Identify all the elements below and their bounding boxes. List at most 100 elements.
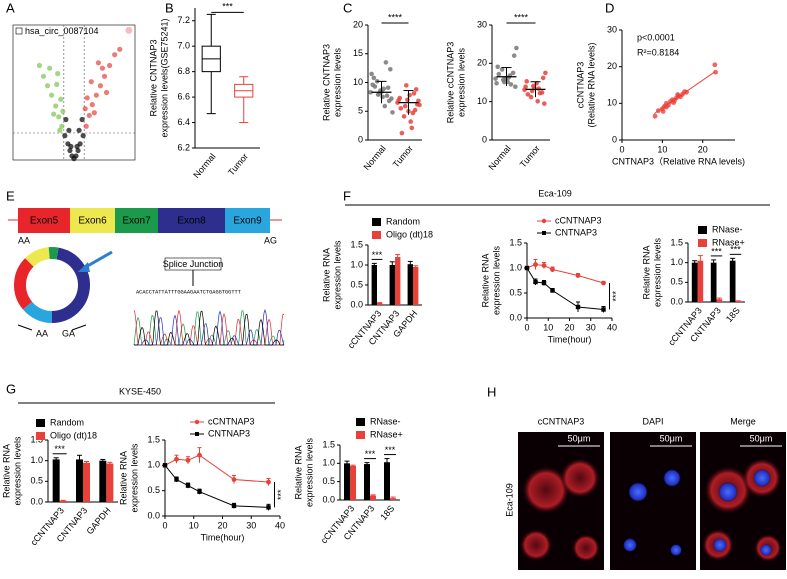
nucleus <box>623 538 637 552</box>
panel-label: F <box>343 188 351 203</box>
legend-label: RNase- <box>712 224 743 234</box>
point <box>713 69 719 75</box>
scale-label: 50μm <box>660 433 683 443</box>
end-label: AA <box>18 235 30 245</box>
panel-label: E <box>6 188 15 203</box>
series-line <box>164 454 269 483</box>
point <box>499 67 505 72</box>
bar <box>59 500 67 502</box>
legend-label: cCNTNAP3 <box>208 416 255 426</box>
point <box>62 133 68 139</box>
point <box>54 81 60 87</box>
x-tick-label: 40 <box>275 520 285 530</box>
point <box>125 26 133 34</box>
y-axis-label: cCNTNAP3 <box>575 62 585 109</box>
x-tick-label: 10 <box>657 144 667 154</box>
point <box>712 62 718 68</box>
point <box>49 92 55 98</box>
y-axis-label: expression levels <box>304 437 314 507</box>
point <box>575 304 581 310</box>
point <box>106 62 113 69</box>
y-tick-label: 15 <box>353 48 363 58</box>
legend-swatch <box>372 231 381 239</box>
bar <box>697 260 704 302</box>
x-tick-label: 0 <box>619 144 624 154</box>
bar <box>344 463 350 500</box>
y-axis-label: Relative RNA <box>321 248 331 302</box>
point <box>231 477 237 482</box>
point <box>59 123 65 129</box>
point <box>535 98 540 104</box>
point <box>550 288 555 293</box>
legend-label: RNase+ <box>370 429 403 439</box>
point <box>399 130 405 136</box>
point <box>523 84 528 90</box>
x-tick-label: 20 <box>564 322 574 332</box>
point <box>524 265 530 271</box>
significance: *** <box>385 445 396 455</box>
end-label: AG <box>264 235 277 245</box>
y-axis-label: Relative cCNTNAP3 <box>445 42 455 124</box>
point <box>401 114 407 119</box>
significance: *** <box>372 250 383 260</box>
bar <box>106 463 114 502</box>
panel-label: G <box>6 381 16 396</box>
point <box>575 273 581 278</box>
point <box>511 53 517 58</box>
x-tick-label: 30 <box>586 322 596 332</box>
exon <box>18 208 70 233</box>
point <box>671 100 677 105</box>
point <box>67 147 73 154</box>
point <box>528 94 534 100</box>
point <box>101 73 108 79</box>
point <box>398 106 404 111</box>
nucleus <box>713 538 727 552</box>
y-tick-label: 0.0 <box>350 299 363 309</box>
y-axis-label: Relative CNTNAP3 <box>321 44 331 121</box>
point <box>533 262 538 267</box>
point <box>44 83 51 89</box>
point <box>89 102 95 108</box>
point <box>388 66 393 72</box>
y-tick-label: 1.5 <box>147 434 160 444</box>
ring-label: AA <box>36 328 48 338</box>
bar <box>377 303 383 305</box>
micrograph <box>610 432 696 570</box>
point <box>47 65 53 71</box>
x-tick-label: Tumor <box>391 143 415 169</box>
y-axis-label: (Relative RNA levels) <box>586 42 596 127</box>
legend-marker <box>194 419 200 425</box>
point <box>384 93 390 99</box>
y-tick-label: 1.5 <box>350 239 363 249</box>
legend-label: CNTNAP3 <box>208 428 250 438</box>
point <box>36 62 43 69</box>
ring-segment <box>14 258 34 310</box>
point <box>185 457 191 463</box>
y-tick-label: 0 <box>358 134 363 144</box>
panel-label: C <box>343 0 352 15</box>
point <box>524 79 529 84</box>
channel-label: cCNTNAP3 <box>538 416 585 426</box>
legend-label: RNase+ <box>712 237 745 247</box>
point <box>663 104 669 110</box>
exon-label: Exon5 <box>30 216 59 227</box>
y-tick-label: 7.2 <box>177 15 190 25</box>
y-tick-label: 7.0 <box>177 41 190 51</box>
point <box>76 127 82 133</box>
exon-label: Exon7 <box>122 216 151 227</box>
group-title: Eca-109 <box>538 188 572 198</box>
y-axis-label: expression levels <box>129 443 139 513</box>
x-tick-label: 10 <box>189 520 199 530</box>
point <box>60 108 66 114</box>
legend-label: Oligo (dt)18 <box>386 229 433 239</box>
point <box>369 71 374 77</box>
point <box>417 102 422 108</box>
bar <box>364 464 370 500</box>
legend-swatch <box>698 239 707 247</box>
point <box>660 109 666 114</box>
point <box>197 489 202 494</box>
x-axis-label: CNTNAP3（Relative RNA levels) <box>612 156 745 166</box>
ring-label: GA <box>62 328 75 338</box>
x-axis-label: Time(hour) <box>548 334 592 344</box>
legend-label: hsa_circ_0087104 <box>25 26 99 36</box>
